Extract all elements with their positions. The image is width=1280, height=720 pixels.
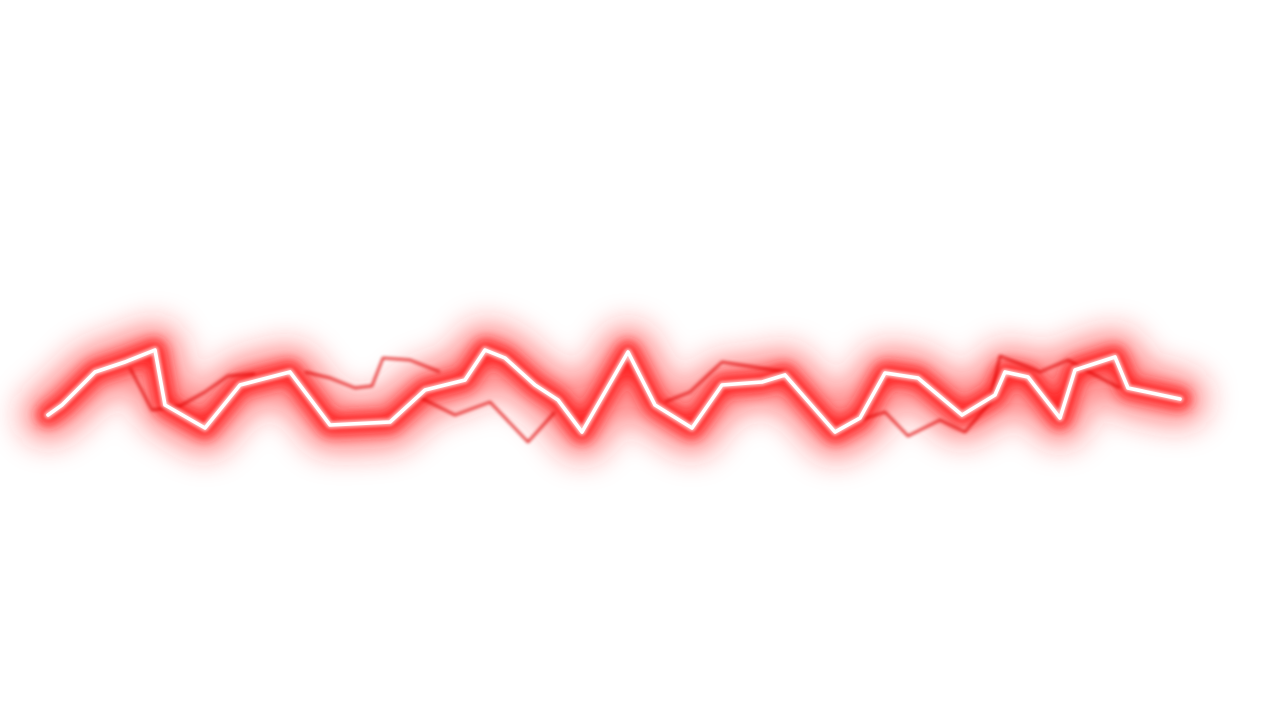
strand-3 [414, 394, 556, 444]
strand-2 [304, 356, 441, 390]
strand-1 [129, 367, 256, 412]
bolt-white-core [46, 348, 1182, 434]
strand-4 [664, 360, 786, 404]
